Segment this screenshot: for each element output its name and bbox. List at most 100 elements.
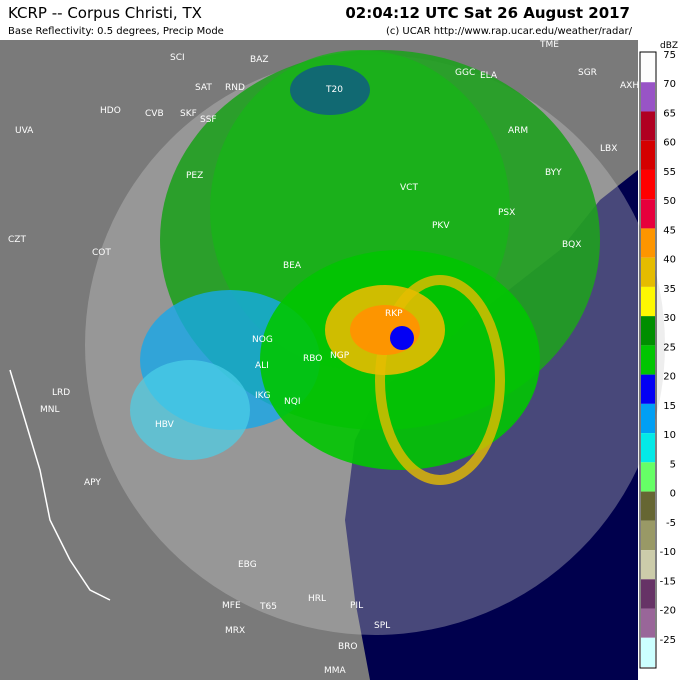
station-label: MNL	[40, 405, 60, 415]
station-label: SCI	[170, 53, 185, 63]
legend-swatch	[641, 637, 655, 667]
station-label: TME	[539, 40, 559, 50]
legend-swatch	[641, 140, 655, 170]
legend-swatch	[641, 286, 655, 317]
legend-swatch	[641, 491, 655, 521]
station-label: T20	[325, 85, 343, 95]
border	[9, 369, 111, 601]
station-label: APY	[84, 478, 101, 488]
legend-swatch	[641, 520, 655, 551]
station-label: SKF	[180, 109, 197, 119]
legend-swatch	[641, 345, 655, 375]
legend: 757065605550454035302520151050-5-10-15-2…	[641, 50, 676, 667]
legend-label: -15	[660, 576, 676, 587]
station-label: BQX	[562, 240, 581, 250]
station-label: ALI	[255, 361, 269, 371]
legend-label: 35	[663, 284, 676, 295]
station-label: LBX	[600, 144, 617, 154]
station-label: NOG	[252, 335, 273, 345]
station-label: CZT	[8, 235, 26, 245]
legend-swatch	[641, 579, 655, 609]
station-label: CVB	[145, 109, 164, 119]
station-label: RBO	[303, 354, 322, 364]
legend-label: 75	[663, 50, 676, 61]
station-label: SPL	[374, 621, 390, 631]
legend-label: 60	[663, 138, 676, 149]
legend-label: 0	[670, 489, 676, 500]
legend-label: 45	[663, 225, 676, 236]
legend-label: 55	[663, 167, 676, 178]
legend-swatch	[641, 433, 655, 463]
legend-label: 25	[663, 342, 676, 353]
legend-swatch	[641, 403, 655, 434]
station-label: COT	[92, 248, 111, 258]
legend-swatch	[641, 199, 655, 229]
station-label: UVA	[15, 126, 34, 136]
station-label: T65	[259, 602, 277, 612]
legend-swatch	[641, 462, 655, 492]
legend-swatch	[641, 608, 655, 638]
legend-label: -10	[660, 547, 676, 558]
legend-label: 70	[663, 79, 676, 90]
legend-label: 10	[663, 430, 676, 441]
map	[0, 40, 665, 680]
legend-label: 15	[663, 401, 676, 412]
station-label: NGP	[330, 351, 350, 361]
station-label: EBG	[238, 560, 257, 570]
station-label: RND	[225, 83, 245, 93]
station-label: BEA	[283, 261, 302, 271]
station-label: MRX	[225, 626, 245, 636]
station-label: HBV	[155, 420, 175, 430]
legend-label: 20	[663, 372, 676, 383]
legend-label: -5	[666, 518, 676, 529]
credit: (c) UCAR http://www.rap.ucar.edu/weather…	[386, 26, 633, 37]
station-label: LRD	[52, 388, 70, 398]
station-label: PSX	[498, 208, 515, 218]
station-label: VCT	[400, 183, 418, 193]
legend-label: -25	[660, 635, 676, 646]
station-label: HRL	[308, 594, 326, 604]
station-label: PKV	[432, 221, 450, 231]
station-label: SGR	[578, 68, 597, 78]
station-label: BRO	[338, 642, 358, 652]
station-label: PEZ	[186, 171, 203, 181]
legend-label: 50	[663, 196, 676, 207]
station-label: IKG	[255, 391, 271, 401]
station-label: MMA	[324, 666, 347, 676]
legend-swatch	[641, 550, 655, 580]
station-label: SSF	[200, 115, 217, 125]
legend-unit: dBZ	[660, 41, 678, 51]
subtitle: Base Reflectivity: 0.5 degrees, Precip M…	[8, 26, 224, 37]
legend-swatch	[641, 82, 655, 112]
legend-swatch	[641, 53, 655, 83]
legend-swatch	[641, 169, 655, 200]
legend-label: 30	[663, 313, 676, 324]
legend-label: 40	[663, 255, 676, 266]
station-label: SAT	[195, 83, 212, 93]
legend-label: -20	[660, 606, 676, 617]
station-label: AXH	[620, 81, 639, 91]
legend-swatch	[641, 111, 655, 141]
timestamp: 02:04:12 UTC Sat 26 August 2017	[345, 4, 630, 22]
legend-label: 65	[663, 108, 676, 119]
legend-frame	[639, 51, 657, 669]
echoes	[130, 50, 600, 485]
station-label: RKP	[385, 309, 403, 319]
legend-label: 5	[670, 459, 676, 470]
station-label: NQI	[284, 397, 300, 407]
station-label: GGC	[455, 68, 475, 78]
station-label: ARM	[508, 126, 528, 136]
station-label: ELA	[480, 71, 498, 81]
legend-swatch	[641, 316, 655, 346]
station-label: BYY	[545, 168, 562, 178]
station-label: MFE	[222, 601, 241, 611]
station-title: KCRP -- Corpus Christi, TX	[8, 4, 202, 22]
legend-swatch	[641, 257, 655, 287]
header-bg	[0, 0, 680, 40]
station-label: PIL	[350, 601, 363, 611]
legend-swatch	[641, 228, 655, 258]
legend-swatch	[641, 374, 655, 404]
station-label: HDO	[100, 106, 121, 116]
station-label: BAZ	[250, 55, 269, 65]
